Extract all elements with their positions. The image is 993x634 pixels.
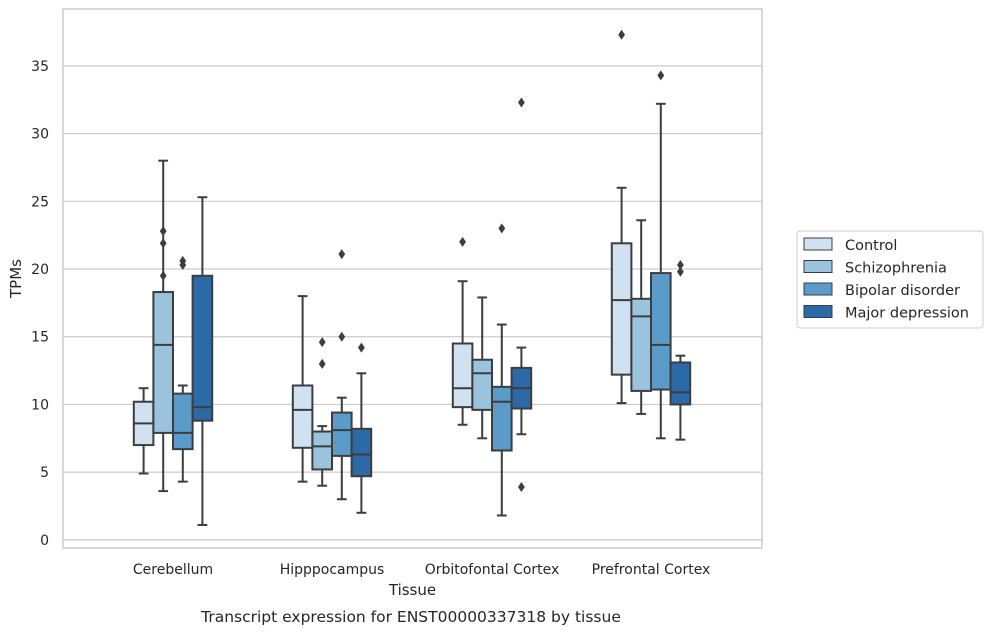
legend: Control Schizophrenia Bipolar disorder Majo… <box>796 230 984 329</box>
y-axis-ticks: 0 5 10 15 20 25 30 35 <box>31 59 49 549</box>
box-body <box>172 392 194 451</box>
x-tick-label-3: Prefrontal Cortex <box>592 562 711 578</box>
legend-swatch-2 <box>803 282 833 296</box>
box-0-2 <box>451 236 474 426</box>
outlier-0 <box>338 249 346 260</box>
x-axis-label: Tissue <box>388 581 436 599</box>
outlier-2 <box>159 270 167 281</box>
x-tick-label-0: Cerebellum <box>133 562 213 578</box>
box-plot-series <box>132 29 692 526</box>
legend-label-0: Control <box>845 238 897 254</box>
y-tick-label-0: 0 <box>40 533 49 549</box>
box-3-3 <box>669 259 692 441</box>
legend-frame <box>796 230 984 329</box>
box-3-1 <box>350 342 373 514</box>
legend-swatch-1 <box>803 260 833 273</box>
box-3-2 <box>510 97 533 493</box>
box-1-3 <box>630 219 653 415</box>
y-tick-label-10: 10 <box>31 397 49 413</box>
outlier-0 <box>657 70 665 81</box>
chart-caption: Transcript expression for ENST0000033731… <box>200 608 621 626</box>
outlier-0 <box>459 236 466 247</box>
box-3-0 <box>191 196 214 526</box>
outlier-0 <box>618 29 625 40</box>
box-2-3 <box>650 70 672 440</box>
series-3 <box>191 97 692 526</box>
series-0 <box>132 29 633 483</box>
y-tick-label-25: 25 <box>31 194 49 210</box>
box-body <box>491 385 513 452</box>
y-tick-label-20: 20 <box>31 262 49 278</box>
outlier-0 <box>677 259 684 270</box>
outlier-1 <box>318 358 326 369</box>
outlier-1 <box>159 238 167 249</box>
box-0-1 <box>291 295 314 483</box>
x-tick-label-2: Orbitofontal Cortex <box>425 562 560 578</box>
outlier-1 <box>338 331 346 342</box>
box-body <box>630 297 653 392</box>
box-body <box>650 272 672 391</box>
box-body <box>669 361 692 406</box>
box-body <box>350 427 373 478</box>
y-tick-label-5: 5 <box>40 465 49 481</box>
box-body <box>311 430 333 471</box>
box-body <box>191 274 214 422</box>
box-1-1 <box>311 337 333 487</box>
legend-label-1: Schizophrenia <box>845 261 947 277</box>
outlier-1 <box>518 482 525 493</box>
box-0-0 <box>132 387 155 475</box>
outlier-0 <box>518 97 525 108</box>
y-tick-label-35: 35 <box>31 59 49 75</box>
box-body <box>152 291 174 434</box>
x-axis-ticks: Cerebellum Hipppocampus Orbitofontal Corte… <box>133 562 710 578</box>
y-tick-label-15: 15 <box>31 330 49 346</box>
box-body <box>451 342 474 409</box>
box-2-1 <box>331 249 353 501</box>
outlier-0 <box>159 226 167 237</box>
box-1-0 <box>152 159 174 493</box>
legend-swatch-0 <box>803 237 833 251</box>
outlier-0 <box>318 337 326 348</box>
outlier-0 <box>498 223 506 234</box>
outlier-1 <box>179 259 187 270</box>
plot-frame <box>62 8 763 549</box>
box-body <box>331 411 353 457</box>
y-axis-label: TPMs <box>7 259 25 299</box>
legend-swatch-3 <box>803 305 833 318</box>
legend-label-3: Major depression <box>845 306 969 322</box>
box-2-0 <box>172 255 194 483</box>
box-0-3 <box>610 29 633 405</box>
box-1-2 <box>471 296 493 440</box>
outlier-0 <box>358 342 365 353</box>
x-tick-label-1: Hipppocampus <box>280 562 385 578</box>
y-tick-label-30: 30 <box>31 127 49 143</box>
series-1 <box>152 159 653 493</box>
legend-label-2: Bipolar disorder <box>845 283 960 299</box>
outlier-1 <box>677 266 684 277</box>
box-body <box>471 358 493 411</box>
box-2-2 <box>491 223 513 517</box>
series-2 <box>172 70 672 517</box>
box-body <box>291 384 314 449</box>
box-body <box>610 242 633 376</box>
